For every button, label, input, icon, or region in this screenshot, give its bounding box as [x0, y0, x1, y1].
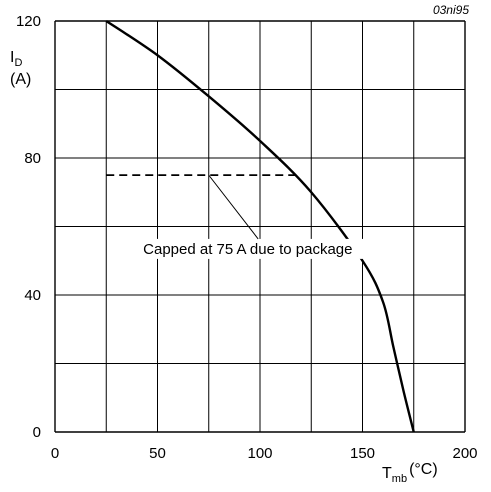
- plot-grid: [54, 20, 466, 433]
- y-axis-unit: (A): [10, 71, 31, 88]
- annotation-background: [139, 238, 404, 259]
- x-axis-unit: (°C): [409, 461, 438, 478]
- y-axis-label: ID: [10, 49, 22, 69]
- x-axis-subscript: mb: [392, 473, 407, 485]
- x-axis-symbol: T: [382, 465, 392, 482]
- y-axis-symbol: I: [10, 49, 14, 66]
- x-tick-label: 150: [350, 445, 375, 462]
- figure-code: 03ni95: [433, 3, 469, 17]
- annotation-pointer: [208, 174, 259, 240]
- x-tick-label: 0: [51, 445, 59, 462]
- x-tick-label: 200: [452, 445, 477, 462]
- y-tick-label: 0: [33, 424, 41, 441]
- y-axis-subscript: D: [14, 57, 22, 69]
- annotation-group: Capped at 75 A due to package: [139, 174, 404, 259]
- plot-series: [105, 20, 415, 433]
- x-tick-label: 50: [149, 445, 166, 462]
- tick-labels: 0 50 100 150 200 0 40 80 120: [16, 13, 478, 462]
- x-axis-label: Tmb(°C): [382, 461, 438, 485]
- derating-curve: [105, 20, 415, 433]
- x-tick-label: 100: [247, 445, 272, 462]
- annotation-text: Capped at 75 A due to package: [143, 241, 352, 258]
- y-tick-label: 80: [24, 150, 41, 167]
- y-tick-label: 120: [16, 13, 41, 30]
- y-tick-label: 40: [24, 287, 41, 304]
